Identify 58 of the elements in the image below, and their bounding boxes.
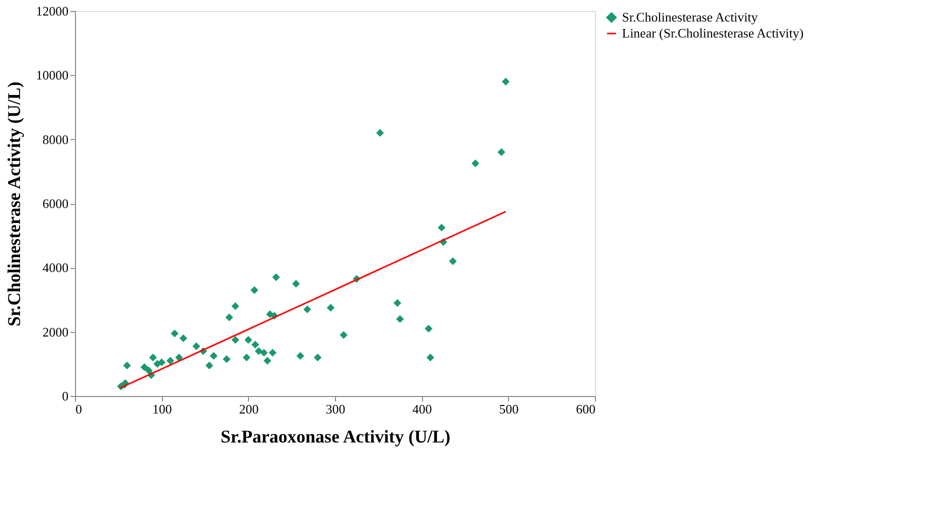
point [210,352,218,360]
x-axis-title: Sr.Paraoxonase Activity (U/L) [220,426,450,446]
point [225,314,234,322]
point [448,257,457,266]
point [264,356,272,365]
point [292,280,300,288]
y-tick-label: 4000 [42,260,68,276]
point [251,340,260,349]
point [123,362,131,370]
y-tick-label: 0 [62,388,68,404]
point [424,324,432,332]
x-tick-label: 200 [239,402,259,416]
point [260,348,268,357]
point [140,363,148,371]
point [192,342,200,350]
point [376,129,384,137]
point [222,355,231,363]
point [303,306,312,314]
point [502,78,510,86]
point [250,286,258,294]
x-tick-label: 500 [499,402,519,416]
point [472,160,480,168]
point [144,366,153,374]
point [254,347,263,355]
point [244,336,252,344]
y-axis-title: Sr.Cholinesterase Activity (U/L) [4,82,24,326]
x-tick-label: 300 [326,402,346,416]
point [170,330,179,338]
point [242,354,250,362]
point [231,302,240,310]
y-tick-label: 2000 [42,324,68,340]
point [272,273,280,282]
y-tick-label: 10000 [36,68,68,83]
x-tick-label: 0 [76,402,82,416]
point [314,354,322,362]
y-tick-label: 12000 [36,4,68,18]
point [394,299,402,307]
x-tick-label: 100 [152,402,172,416]
point [396,315,404,323]
point [340,331,348,339]
point [426,354,434,362]
x-tick-label: 400 [412,402,432,416]
point [438,224,446,232]
legend-label: Sr.Cholinesterase Activity [622,10,758,24]
y-tick-label: 6000 [42,196,68,211]
legend-label: Linear (Sr.Cholinesterase Activity) [622,26,804,40]
point [158,358,166,366]
point [231,336,240,344]
y-tick-label: 8000 [42,132,68,147]
point [268,348,276,357]
x-tick-label: 600 [576,402,596,416]
point [498,148,506,156]
point [326,304,335,312]
point [166,356,174,365]
point [149,354,157,362]
point [179,334,188,342]
point [205,362,214,370]
point [296,352,304,360]
